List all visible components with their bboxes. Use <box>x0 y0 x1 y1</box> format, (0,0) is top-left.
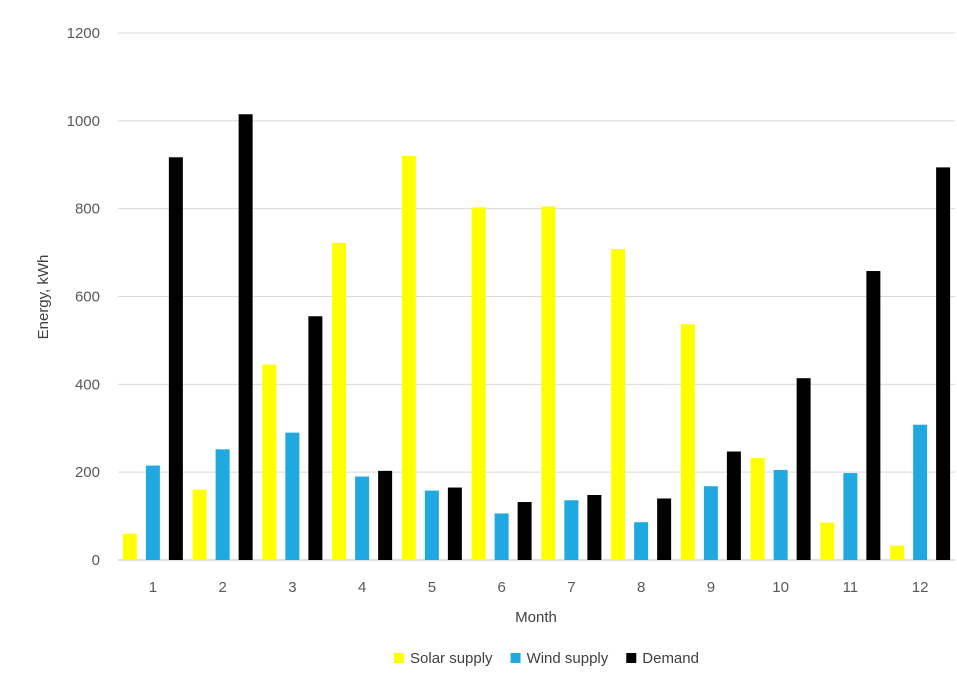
bar-wind-supply-month-8 <box>634 522 649 560</box>
bar-solar-supply-month-10 <box>750 458 765 560</box>
bar-wind-supply-month-1 <box>145 465 160 560</box>
bar-wind-supply-month-5 <box>424 490 439 560</box>
x-tick-label: 2 <box>218 579 226 596</box>
bar-solar-supply-month-7 <box>541 206 556 561</box>
bars <box>122 114 951 561</box>
bar-demand-month-10 <box>796 378 811 560</box>
x-tick-label: 6 <box>497 579 505 596</box>
bar-solar-supply-month-12 <box>890 545 905 560</box>
legend-label-solar-supply: Solar supply <box>410 650 493 667</box>
bar-wind-supply-month-10 <box>773 469 788 560</box>
bar-demand-month-7 <box>587 495 602 560</box>
legend-label-demand: Demand <box>642 650 699 667</box>
bar-solar-supply-month-3 <box>262 364 277 560</box>
legend-swatch-demand <box>626 653 637 663</box>
bar-solar-supply-month-6 <box>471 207 486 560</box>
y-axis-title: Energy, kWh <box>35 255 52 340</box>
bar-wind-supply-month-6 <box>494 513 509 560</box>
x-tick-label: 4 <box>358 579 366 596</box>
legend-label-wind-supply: Wind supply <box>527 650 609 667</box>
bar-solar-supply-month-2 <box>192 489 207 560</box>
x-tick-label: 12 <box>912 579 929 596</box>
bar-solar-supply-month-5 <box>401 155 416 560</box>
x-tick-label: 5 <box>428 579 436 596</box>
y-tick-label: 1200 <box>67 25 100 42</box>
bar-wind-supply-month-4 <box>355 476 370 560</box>
bar-wind-supply-month-3 <box>285 432 300 560</box>
x-tick-label: 11 <box>843 579 859 596</box>
y-tick-label: 800 <box>75 201 100 218</box>
y-tick-label: 1000 <box>67 113 100 130</box>
bar-demand-month-2 <box>238 114 253 560</box>
bar-wind-supply-month-12 <box>913 424 928 560</box>
bar-demand-month-1 <box>168 157 183 560</box>
x-axis-ticks: 1 2 3 4 5 6 7 8 9 10 11 12 <box>149 579 929 596</box>
y-tick-label: 200 <box>75 464 100 481</box>
legend: Solar supply Wind supply Demand <box>394 650 699 667</box>
bar-wind-supply-month-11 <box>843 473 858 560</box>
bar-solar-supply-month-9 <box>680 324 695 560</box>
y-axis-ticks: 0 200 400 600 800 1000 1200 <box>67 25 100 569</box>
x-axis-title: Month <box>515 609 557 626</box>
x-tick-label: 8 <box>637 579 645 596</box>
x-tick-label: 9 <box>707 579 715 596</box>
bar-demand-month-11 <box>866 271 881 560</box>
bar-wind-supply-month-9 <box>703 486 718 560</box>
bar-solar-supply-month-4 <box>332 242 347 560</box>
x-tick-label: 10 <box>772 579 789 596</box>
bar-demand-month-12 <box>936 167 951 560</box>
legend-swatch-solar-supply <box>394 653 405 663</box>
bar-solar-supply-month-1 <box>122 533 137 560</box>
bar-demand-month-4 <box>378 470 393 560</box>
bar-solar-supply-month-11 <box>820 522 835 560</box>
bar-demand-month-8 <box>657 498 672 560</box>
bar-demand-month-3 <box>308 316 323 560</box>
legend-swatch-wind-supply <box>510 653 521 663</box>
bar-demand-month-9 <box>726 451 741 560</box>
x-tick-label: 1 <box>149 579 157 596</box>
x-tick-label: 3 <box>288 579 296 596</box>
x-tick-label: 7 <box>567 579 575 596</box>
y-tick-label: 400 <box>75 376 100 393</box>
y-tick-label: 0 <box>92 552 100 569</box>
bar-wind-supply-month-7 <box>564 500 579 560</box>
gridlines <box>118 32 955 561</box>
y-tick-label: 600 <box>75 289 100 306</box>
bar-solar-supply-month-8 <box>611 249 626 560</box>
bar-demand-month-5 <box>447 487 462 560</box>
bar-wind-supply-month-2 <box>215 449 230 560</box>
bar-demand-month-6 <box>517 502 532 560</box>
